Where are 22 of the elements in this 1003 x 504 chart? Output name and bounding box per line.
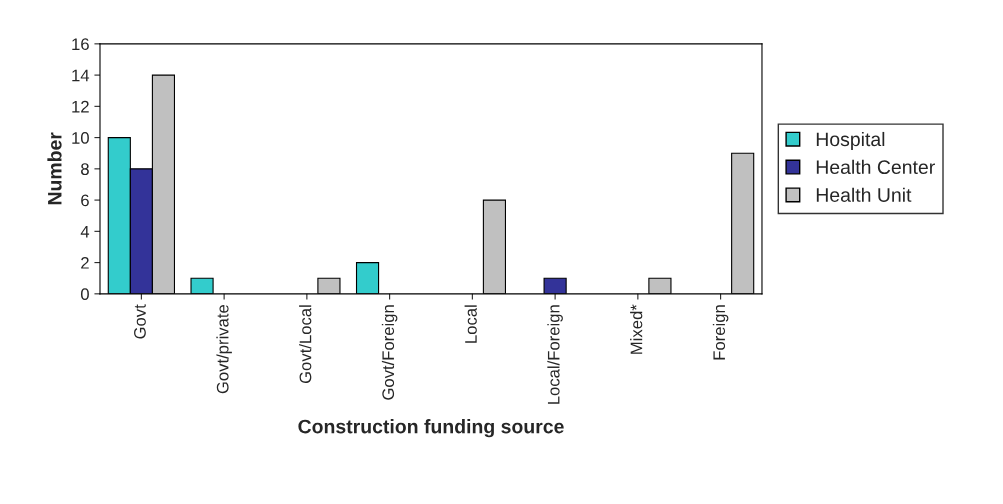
- y-tick-label: 8: [81, 163, 89, 176]
- x-tick-label: Foreign: [712, 305, 729, 360]
- x-tick-label: Mixed*: [630, 304, 643, 354]
- y-tick-label: 12: [72, 100, 89, 113]
- y-tick-label: 6: [81, 194, 89, 207]
- y-axis-title: Number: [47, 132, 62, 205]
- x-tick-label: Govt/Local: [299, 305, 312, 384]
- x-tick-label: Govt/Foreign: [381, 305, 398, 400]
- legend-label: Health Center: [816, 159, 935, 175]
- legend-label: Health Unit: [816, 187, 912, 202]
- y-tick-label: 16: [72, 38, 89, 51]
- x-tick-label: Local: [464, 305, 477, 343]
- y-tick-label: 10: [72, 131, 89, 144]
- legend-label: Hospital: [816, 131, 885, 151]
- x-tick-label: Local/Foreign: [547, 305, 563, 404]
- x-axis-title: Construction funding source: [298, 419, 564, 438]
- y-tick-label: 14: [72, 69, 90, 82]
- y-tick-label: 0: [80, 288, 89, 301]
- x-tick-label: Govt: [134, 304, 146, 339]
- x-tick-label: Govt/private: [216, 304, 232, 394]
- y-tick-label: 2: [81, 256, 89, 269]
- y-tick-label: 4: [80, 225, 90, 238]
